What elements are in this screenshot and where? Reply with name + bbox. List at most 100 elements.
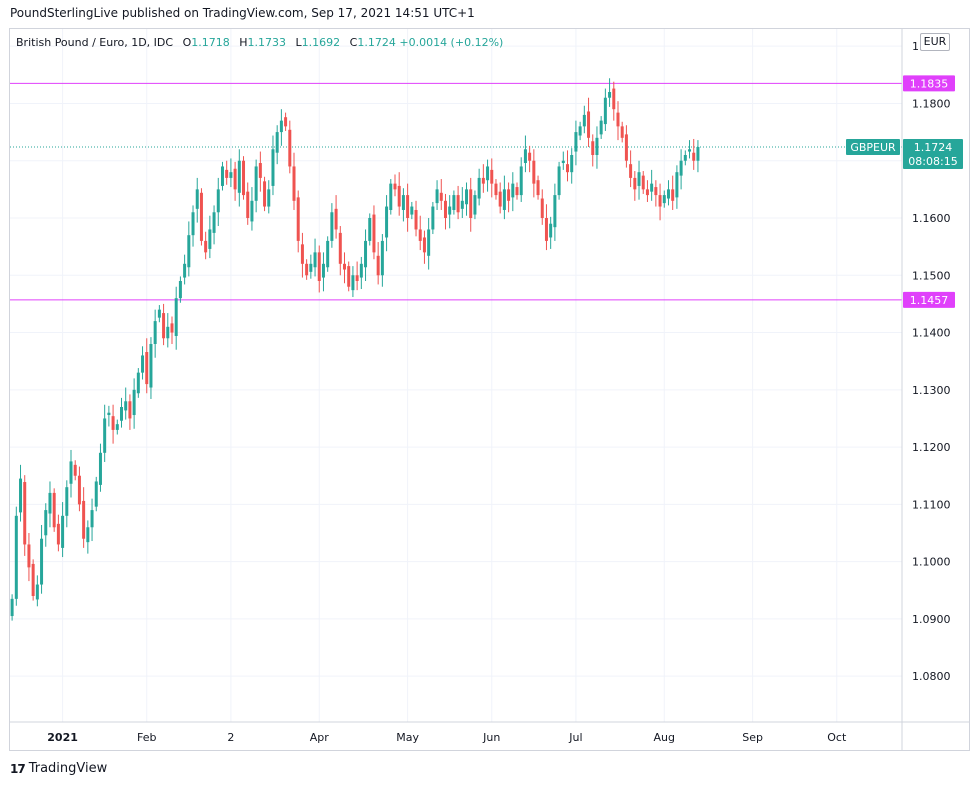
candle-body — [343, 263, 346, 270]
brand-name: TradingView — [28, 761, 108, 776]
candle-body — [439, 192, 443, 201]
time-tick-label: 2 — [227, 731, 234, 744]
candle-body — [300, 244, 304, 264]
currency-button[interactable]: EUR — [920, 33, 950, 51]
candle-body — [380, 240, 384, 276]
low-value: 1.1692 — [301, 36, 341, 49]
candle-body — [675, 172, 679, 198]
candle-body — [14, 515, 18, 599]
candle-body — [431, 206, 435, 230]
low-label: L — [295, 36, 302, 49]
candle-body — [120, 407, 123, 421]
candle-body — [199, 192, 203, 241]
candle-body — [456, 195, 460, 213]
candle-body — [654, 187, 658, 196]
candle-body — [309, 263, 313, 272]
candle-body — [641, 175, 645, 190]
candle-body — [566, 164, 569, 173]
candle-body — [544, 218, 548, 241]
candle-body — [599, 120, 603, 135]
candle-body — [666, 189, 670, 199]
candle-body — [481, 177, 485, 184]
footer-brand: 17 TradingView — [10, 761, 107, 776]
candle-body — [40, 538, 44, 585]
price-tick-label: 1.1400 — [912, 327, 951, 340]
symbol-tag — [846, 138, 900, 155]
time-tick-label: Jun — [482, 731, 500, 744]
time-tick-label: Aug — [654, 731, 675, 744]
price-tick-label: 1.0900 — [912, 613, 951, 626]
time-tick-label: 2021 — [47, 731, 78, 744]
candle-body — [448, 206, 452, 215]
candle-body — [616, 112, 620, 127]
time-tick-label: Jul — [568, 731, 582, 744]
candle-body — [540, 198, 544, 218]
candle-body — [275, 132, 279, 153]
candle-body — [52, 492, 56, 528]
last-price-label: 1.1724 — [914, 141, 953, 154]
candle-body — [317, 252, 321, 281]
candle-body — [418, 229, 422, 241]
candle-body — [229, 172, 233, 178]
candle-body — [465, 189, 469, 205]
candle-body — [216, 189, 220, 213]
candle-body — [334, 208, 338, 230]
open-value: 1.1718 — [191, 36, 230, 49]
candle-body — [321, 263, 325, 278]
level-tag — [903, 291, 955, 308]
level-tag — [903, 75, 955, 92]
time-tick-label: Sep — [742, 731, 763, 744]
candle-body — [65, 487, 69, 516]
candle-body — [212, 212, 216, 233]
candle-body — [284, 117, 288, 127]
price-tick-label: 1.1600 — [912, 212, 951, 225]
candle-body — [587, 111, 591, 138]
candle-body — [460, 200, 464, 209]
candle-body — [494, 183, 498, 196]
price-tick-label: 1.1500 — [912, 269, 951, 282]
candle-body — [519, 166, 523, 196]
candle-body — [620, 126, 624, 138]
candle-body — [195, 189, 199, 209]
candle-body — [19, 478, 23, 513]
candle-body — [401, 195, 405, 210]
candle-body — [359, 263, 363, 278]
open-label: O — [182, 36, 192, 49]
symbol-tag-label: GBPEUR — [850, 141, 896, 154]
price-tick-label: 1.1300 — [912, 384, 951, 397]
candle-body — [486, 166, 490, 181]
candle-body — [591, 141, 595, 155]
candle-body — [368, 218, 372, 241]
grid — [10, 29, 902, 722]
time-tick-label: May — [396, 731, 419, 744]
candle-body — [582, 114, 586, 127]
candle-body — [553, 195, 557, 228]
candle-body — [267, 189, 271, 207]
candle-body — [204, 240, 208, 253]
candle-body — [473, 195, 477, 215]
candle-body — [502, 189, 506, 210]
candle-body — [477, 177, 481, 199]
close-value: 1.1724 — [357, 36, 396, 49]
candle-body — [187, 235, 191, 268]
candle-body — [103, 418, 107, 453]
candle-body — [82, 500, 86, 539]
candle-body — [296, 197, 300, 241]
horizontal-lines — [10, 82, 902, 301]
candle-body — [561, 160, 565, 164]
candle-body — [330, 212, 334, 241]
candle-body — [149, 344, 153, 388]
candle-body — [128, 401, 132, 419]
candle-body — [136, 372, 140, 394]
candle-body — [696, 146, 700, 161]
price-tick-label: 1.0800 — [912, 670, 951, 683]
candle-body — [288, 129, 292, 167]
candle-body — [549, 223, 553, 238]
candle-body — [220, 166, 224, 186]
level-tag-label: 1.1457 — [910, 294, 949, 307]
candle-body — [305, 263, 309, 276]
chart-frame — [9, 28, 970, 751]
candle-body — [263, 181, 267, 207]
candle-body — [570, 155, 574, 173]
